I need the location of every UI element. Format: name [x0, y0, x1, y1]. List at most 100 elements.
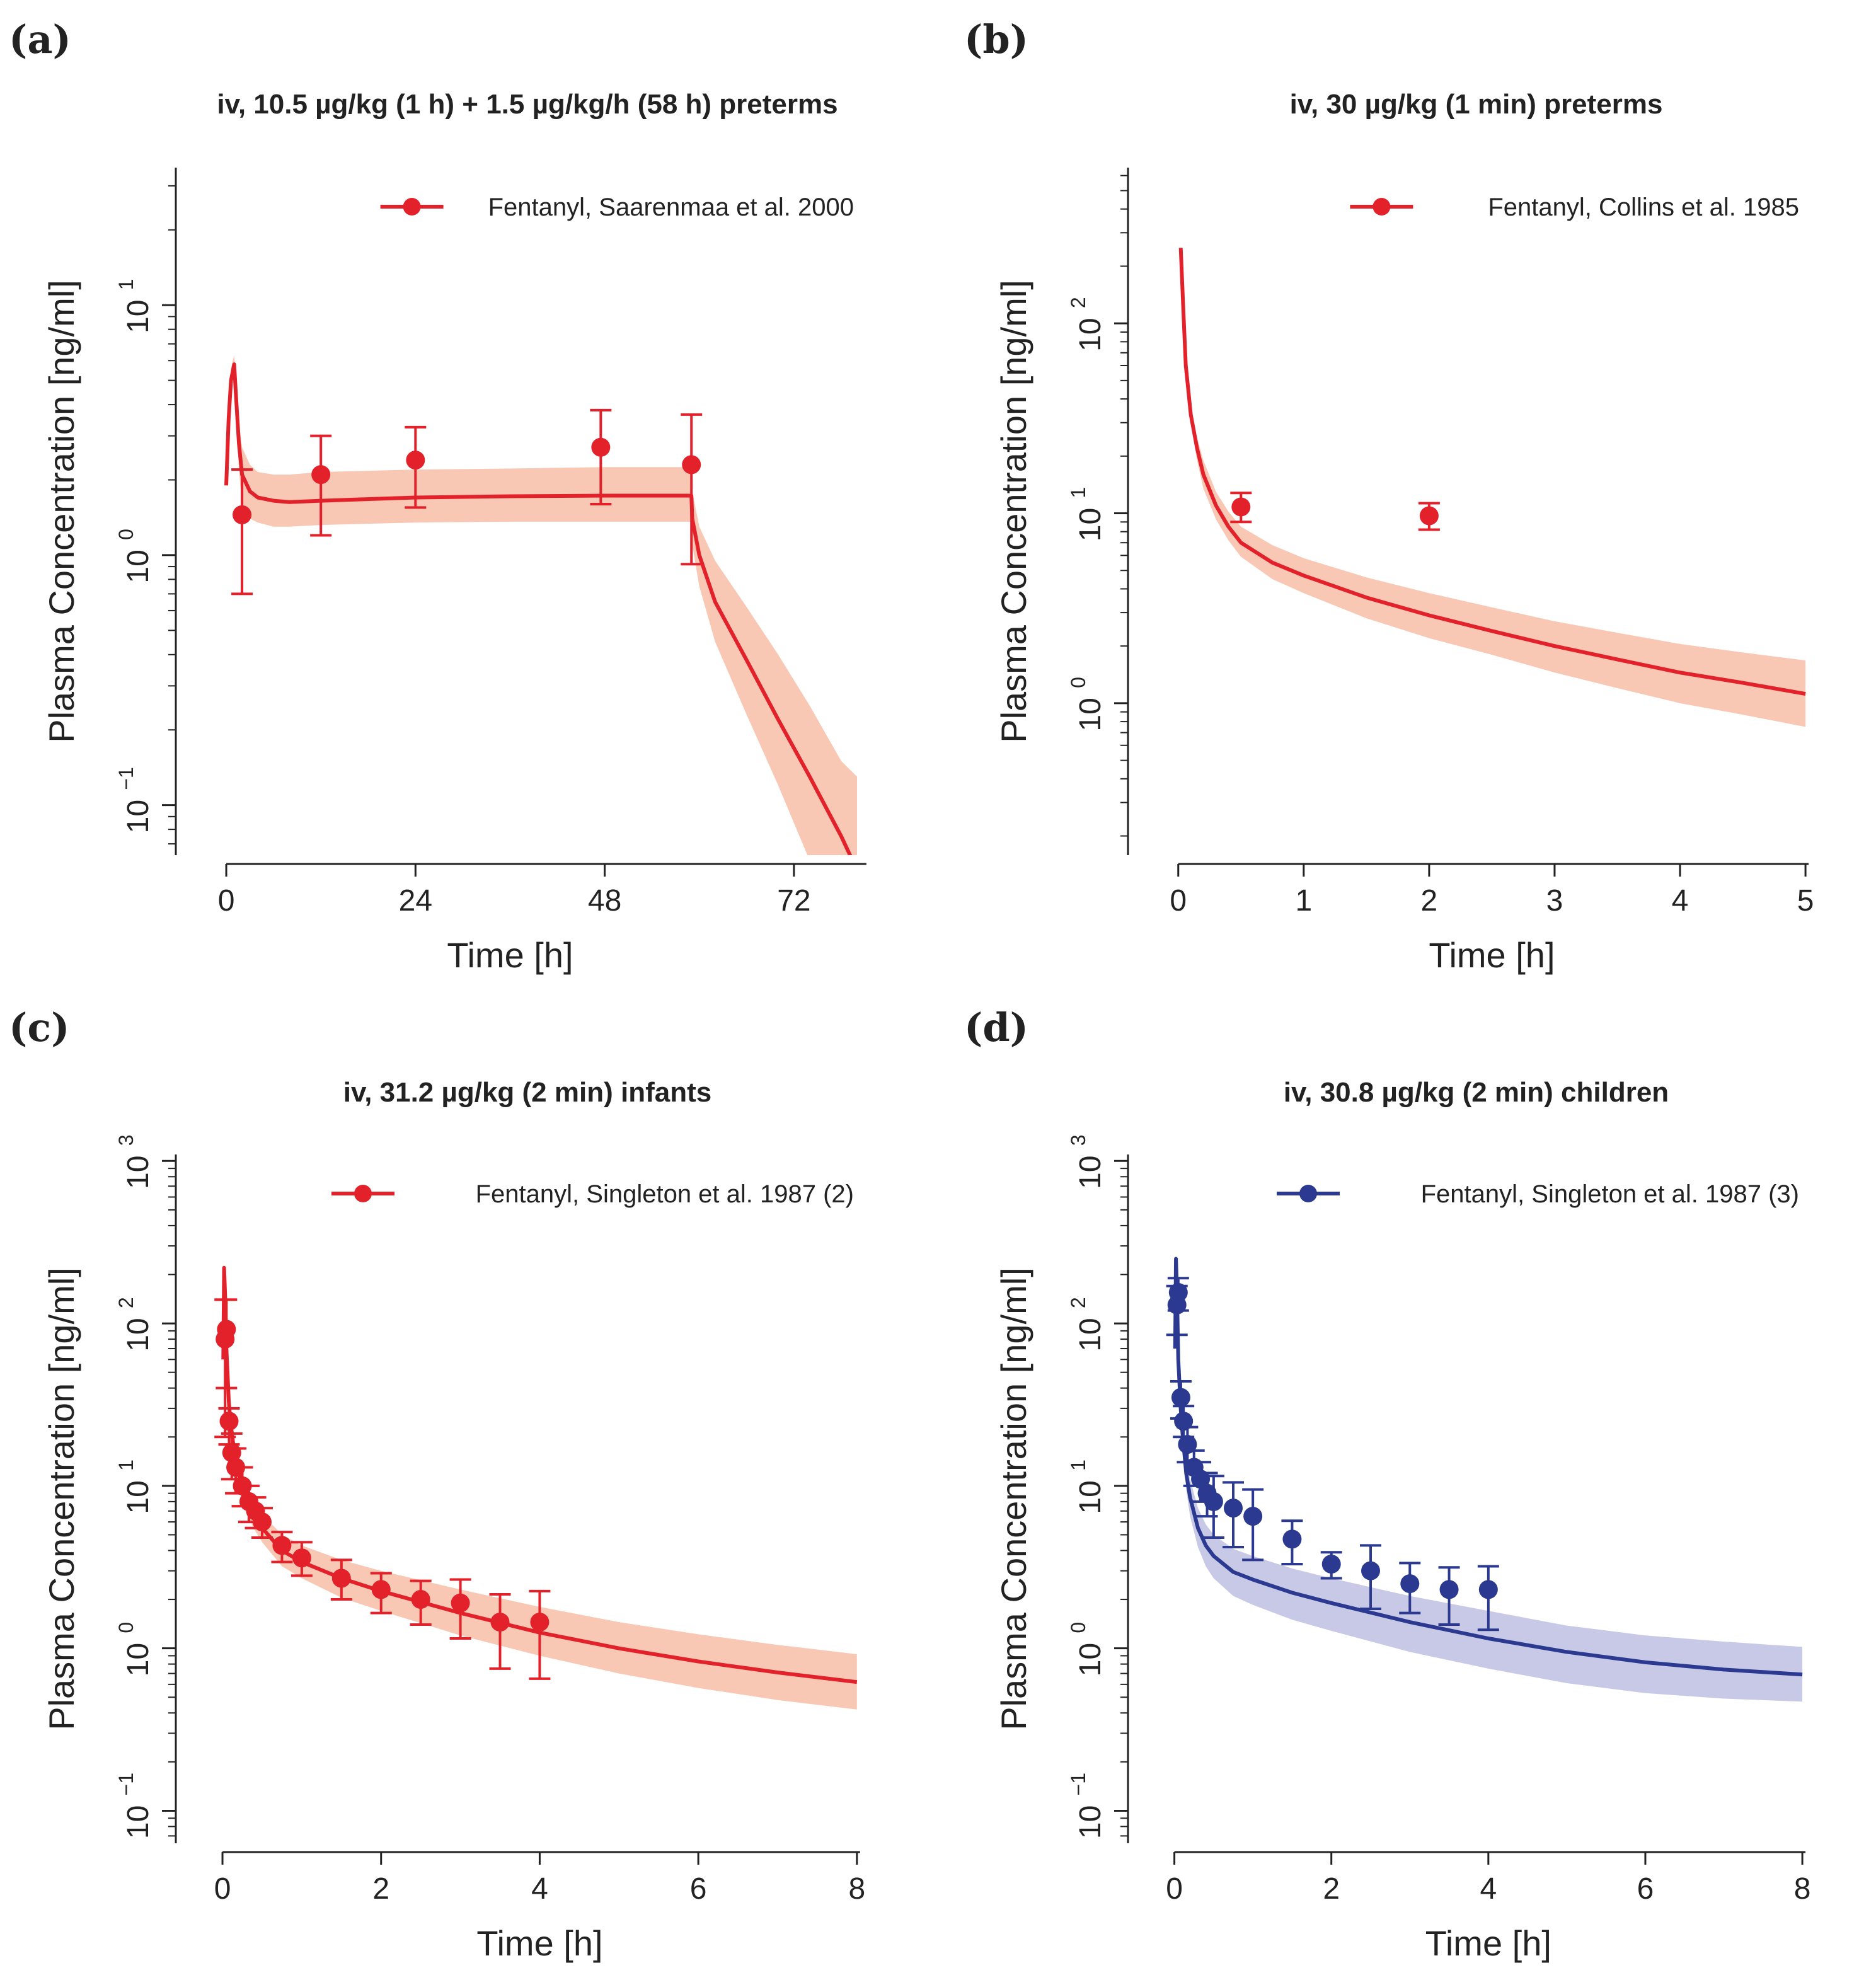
- simulation-line: [1178, 248, 1806, 696]
- x-tick-label: 1: [1295, 884, 1312, 918]
- observed-point: [271, 1531, 293, 1563]
- svg-text:0: 0: [1067, 1622, 1090, 1633]
- observed-point: [1167, 1277, 1189, 1312]
- svg-text:2: 2: [115, 1297, 137, 1308]
- y-axis-label: Plasma Concentration [ng/ml]: [42, 280, 81, 743]
- svg-text:−1: −1: [115, 767, 137, 790]
- panel-label: (c): [9, 1004, 69, 1050]
- observed-point: [449, 1578, 471, 1640]
- legend: Fentanyl, Collins et al. 1985: [1350, 193, 1799, 221]
- observed-point: [310, 434, 332, 537]
- y-tick-label: 10 2: [1067, 297, 1107, 351]
- legend-label: Fentanyl, Collins et al. 1985: [1488, 193, 1799, 221]
- legend-marker: [1372, 198, 1391, 216]
- observed-point: [251, 1507, 273, 1540]
- chart-title: iv, 10.5 µg/kg (1 h) + 1.5 µg/kg/h (58 h…: [217, 89, 837, 120]
- observed-point: [231, 468, 253, 596]
- x-tick-label: 3: [1546, 884, 1563, 918]
- x-axis-label: Time [h]: [1429, 935, 1555, 975]
- y-tick-label: 10 0: [1067, 1622, 1107, 1676]
- y-tick-label: 10−1: [115, 1773, 155, 1839]
- observed-point: [410, 1579, 432, 1626]
- svg-text:10: 10: [122, 1480, 155, 1514]
- x-tick-label: 8: [1794, 1872, 1811, 1906]
- svg-text:0: 0: [1067, 677, 1090, 688]
- svg-text:−1: −1: [1067, 1773, 1090, 1795]
- y-tick-label: 10 0: [115, 529, 155, 583]
- chart-title: iv, 30 µg/kg (1 min) preterms: [1290, 89, 1663, 120]
- svg-text:1: 1: [115, 1459, 137, 1471]
- observed-point: [1230, 492, 1252, 524]
- plot-area: [224, 355, 857, 855]
- x-tick-label: 5: [1797, 884, 1814, 918]
- chart-title: iv, 31.2 µg/kg (2 min) infants: [343, 1077, 711, 1108]
- x-tick-label: 0: [218, 884, 235, 918]
- observed-point: [405, 425, 427, 509]
- y-tick-label: 10 3: [115, 1135, 155, 1189]
- svg-text:3: 3: [1067, 1135, 1090, 1146]
- y-tick-label: 10 1: [115, 1459, 155, 1514]
- observed-point: [330, 1558, 352, 1601]
- x-axis-label: Time [h]: [1425, 1923, 1551, 1963]
- observed-point: [1418, 502, 1440, 531]
- svg-text:10: 10: [122, 1805, 155, 1839]
- y-tick-label: 10 3: [1067, 1135, 1107, 1189]
- x-tick-label: 4: [1480, 1872, 1497, 1906]
- y-tick-label: 10−1: [115, 767, 155, 833]
- observed-point: [1438, 1566, 1460, 1626]
- x-tick-label: 0: [214, 1872, 231, 1906]
- y-tick-label: 10 1: [1067, 487, 1107, 541]
- prediction-band: [226, 355, 857, 855]
- legend-label: Fentanyl, Singleton et al. 1987 (2): [476, 1180, 854, 1208]
- svg-text:3: 3: [115, 1135, 137, 1146]
- y-axis-label: Plasma Concentration [ng/ml]: [994, 280, 1033, 743]
- simulation-line: [224, 362, 853, 855]
- svg-text:10: 10: [1074, 1480, 1107, 1514]
- svg-text:10: 10: [1074, 508, 1107, 541]
- observed-point: [218, 1407, 240, 1446]
- x-tick-label: 72: [777, 884, 810, 918]
- plot-area: [214, 1264, 858, 1710]
- panel-d: (d) iv, 30.8 µg/kg (2 min) children 0 2 4 6 8 1…: [964, 1004, 1810, 1963]
- observed-point: [681, 413, 703, 566]
- observed-point: [1177, 1425, 1199, 1464]
- svg-text:10: 10: [122, 800, 155, 833]
- legend-label: Fentanyl, Singleton et al. 1987 (3): [1421, 1180, 1799, 1208]
- y-tick-label: 10 2: [115, 1297, 155, 1351]
- y-tick-label: 10−1: [1067, 1773, 1107, 1839]
- svg-text:1: 1: [1067, 487, 1090, 498]
- legend-marker: [1299, 1185, 1317, 1202]
- svg-text:10: 10: [1074, 1643, 1107, 1676]
- panel-label: (b): [964, 16, 1028, 62]
- y-tick-label: 10 2: [1067, 1297, 1107, 1351]
- legend: Fentanyl, Singleton et al. 1987 (3): [1277, 1180, 1799, 1208]
- svg-text:10: 10: [1074, 318, 1107, 351]
- svg-text:1: 1: [1067, 1459, 1090, 1471]
- y-axis-label: Plasma Concentration [ng/ml]: [42, 1267, 81, 1730]
- observed-point: [1399, 1562, 1421, 1615]
- svg-text:10: 10: [122, 1318, 155, 1351]
- svg-text:10: 10: [122, 1643, 155, 1676]
- observed-point: [370, 1572, 392, 1615]
- plot-area: [1178, 248, 1806, 727]
- panel-label: (d): [964, 1004, 1028, 1050]
- svg-text:10: 10: [1074, 1156, 1107, 1189]
- x-tick-label: 0: [1170, 884, 1187, 918]
- svg-text:10: 10: [1074, 1318, 1107, 1351]
- legend-label: Fentanyl, Saarenmaa et al. 2000: [488, 193, 854, 221]
- x-tick-label: 6: [690, 1872, 707, 1906]
- x-tick-label: 0: [1166, 1872, 1183, 1906]
- svg-text:0: 0: [115, 529, 137, 540]
- legend-marker: [354, 1185, 372, 1202]
- x-tick-label: 2: [1323, 1872, 1340, 1906]
- y-tick-label: 10 1: [115, 279, 155, 333]
- plot-area: [1166, 1256, 1803, 1702]
- y-axis-label: Plasma Concentration [ng/ml]: [994, 1267, 1033, 1730]
- panel-a: (a) iv, 10.5 µg/kg (1 h) + 1.5 µg/kg/h (5…: [9, 16, 866, 975]
- svg-text:1: 1: [115, 279, 137, 290]
- observed-point: [1173, 1405, 1195, 1439]
- legend: Fentanyl, Singleton et al. 1987 (2): [331, 1180, 854, 1208]
